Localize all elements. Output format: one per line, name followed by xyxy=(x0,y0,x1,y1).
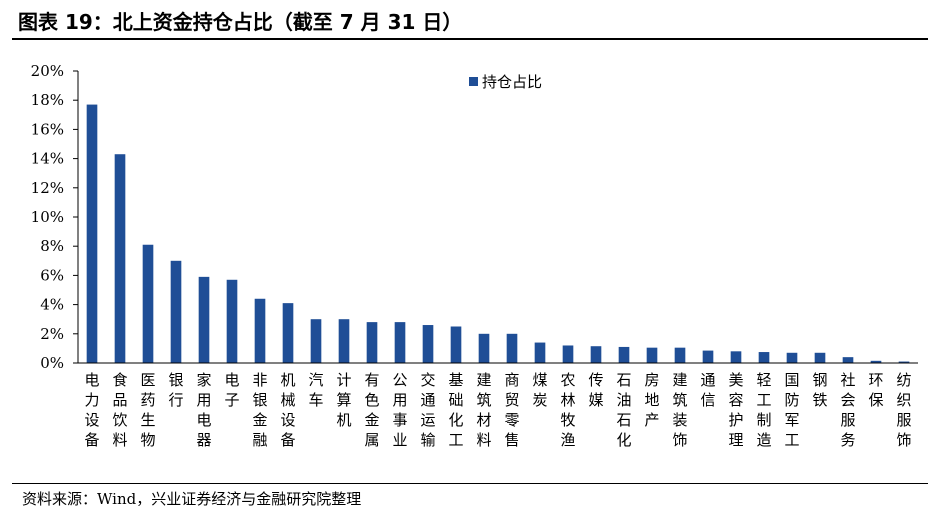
x-tick-label: 计算机 xyxy=(336,371,351,429)
y-tick-label: 8% xyxy=(40,237,64,255)
x-tick-label: 社会服务 xyxy=(840,371,855,449)
bar xyxy=(422,325,434,363)
x-tick-label: 食品饮料 xyxy=(112,371,127,449)
x-tick-label: 非银金融 xyxy=(252,371,267,449)
bar xyxy=(562,345,574,363)
bar xyxy=(170,260,182,363)
bar xyxy=(86,104,98,363)
y-tick-label: 14% xyxy=(31,150,64,168)
bar xyxy=(366,322,378,363)
y-tick-label: 0% xyxy=(40,354,64,372)
bar xyxy=(282,303,294,363)
x-tick-label: 通信 xyxy=(700,371,715,409)
legend-swatch xyxy=(469,77,478,86)
y-tick-label: 4% xyxy=(40,296,64,314)
x-tick-label: 石油石化 xyxy=(616,371,631,449)
bar xyxy=(198,276,210,363)
legend-label: 持仓占比 xyxy=(482,73,542,91)
bar xyxy=(898,361,910,363)
legend: 持仓占比 xyxy=(469,73,542,91)
x-tick-label: 交通运输 xyxy=(420,371,435,449)
bar xyxy=(534,342,546,363)
source-note: 资料来源：Wind，兴业证券经济与金融研究院整理 xyxy=(22,490,362,508)
x-tick-label: 农林牧渔 xyxy=(560,371,575,449)
x-tick-label: 有色金属 xyxy=(364,371,379,449)
y-tick-label: 20% xyxy=(31,62,64,80)
x-tick-label: 钢铁 xyxy=(812,371,827,409)
x-tick-label: 医药生物 xyxy=(140,371,155,449)
y-tick-label: 6% xyxy=(40,266,64,284)
x-tick-label: 房地产 xyxy=(644,371,659,429)
bar xyxy=(226,279,238,363)
bar xyxy=(814,352,826,363)
x-tick-label: 煤炭 xyxy=(532,371,547,409)
x-tick-label: 建筑装饰 xyxy=(672,371,687,449)
bar xyxy=(870,360,882,363)
bar-chart: 0% 2% 4% 6% 8% 10% 12% 14% 16% 18% 20% 电力设备食品饮料医药生… xyxy=(31,62,918,449)
bar xyxy=(842,357,854,363)
bar xyxy=(254,298,266,363)
bars xyxy=(86,104,910,363)
x-axis: 电力设备食品饮料医药生物银行家用电器电子非银金融机械设备汽车计算机有色金属公用事… xyxy=(78,362,918,449)
bar xyxy=(394,322,406,363)
bar xyxy=(590,346,602,363)
bar xyxy=(478,333,490,363)
bar xyxy=(730,351,742,363)
bar xyxy=(450,326,462,363)
bar xyxy=(786,352,798,363)
x-tick-label: 汽车 xyxy=(308,371,323,409)
x-tick-label: 电力设备 xyxy=(84,371,99,449)
x-tick-label: 传媒 xyxy=(588,371,603,409)
y-tick-label: 10% xyxy=(31,208,64,226)
x-tick-label: 商贸零售 xyxy=(504,371,519,449)
x-tick-label: 纺织服饰 xyxy=(896,371,911,449)
y-tick-label: 2% xyxy=(40,325,64,343)
y-tick-label: 18% xyxy=(31,91,64,109)
y-tick-label: 16% xyxy=(31,120,64,138)
title-divider xyxy=(12,38,928,40)
x-tick-label: 轻工制造 xyxy=(756,371,771,449)
y-tick-label: 12% xyxy=(31,179,64,197)
x-tick-label: 建筑材料 xyxy=(476,371,491,449)
x-tick-label: 公用事业 xyxy=(392,371,407,449)
bar xyxy=(338,319,350,363)
bar xyxy=(142,244,154,363)
bar xyxy=(674,347,686,363)
x-tick-label: 家用电器 xyxy=(196,371,211,449)
x-tick-label: 美容护理 xyxy=(728,371,743,449)
x-tick-label: 机械设备 xyxy=(280,371,295,449)
bar xyxy=(506,333,518,363)
x-tick-label: 银行 xyxy=(168,371,183,409)
source-divider xyxy=(12,483,928,484)
bar xyxy=(702,350,714,363)
x-tick-label: 基础化工 xyxy=(448,371,463,449)
bar xyxy=(618,346,630,363)
bar xyxy=(310,319,322,363)
y-axis: 0% 2% 4% 6% 8% 10% 12% 14% 16% 18% 20% xyxy=(31,62,79,372)
x-tick-label: 国防军工 xyxy=(784,371,799,449)
bar xyxy=(646,347,658,363)
chart-title: 图表 19：北上资金持仓占比（截至 7 月 31 日） xyxy=(18,10,463,34)
bar xyxy=(114,154,126,363)
x-tick-label: 环保 xyxy=(868,371,883,409)
bar xyxy=(758,352,770,363)
x-tick-label: 电子 xyxy=(224,371,239,409)
